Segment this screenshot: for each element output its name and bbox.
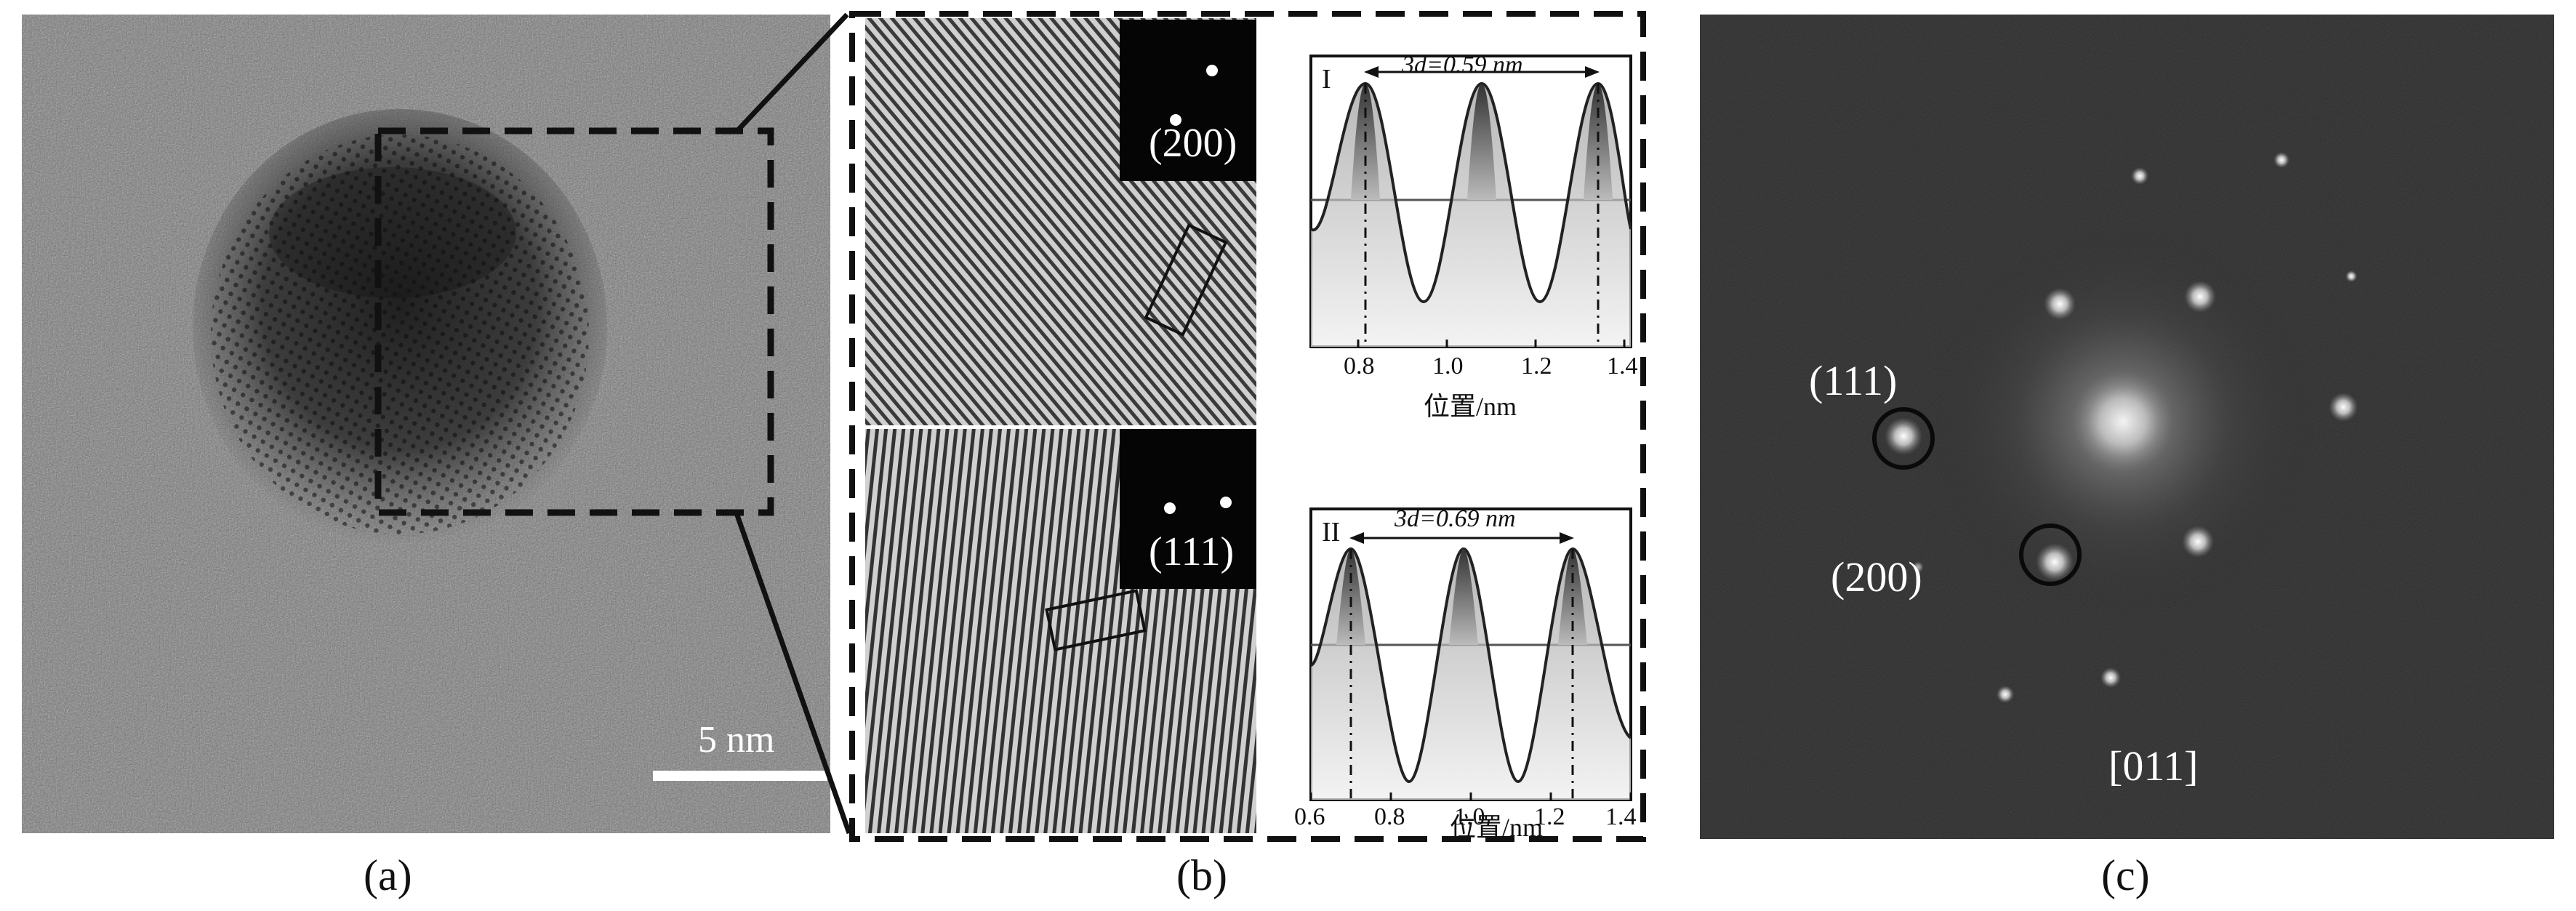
- marker-circle-111: [1872, 407, 1935, 470]
- x-tick-top-0: 0.8: [1344, 353, 1375, 380]
- x-axis-label-bottom: 位置/nm: [1450, 813, 1544, 842]
- selection-box: [374, 127, 774, 516]
- spacing-label-bottom: 3d=0.69 nm: [1395, 505, 1516, 532]
- spacing-label-top: 3d=0.59 nm: [1402, 52, 1523, 79]
- fft-inset-200: [1120, 20, 1256, 181]
- intensity-profile-top: [1309, 55, 1632, 348]
- x-tick-bottom-4: 1.4: [1605, 803, 1637, 830]
- x-tick-bottom-0: 0.6: [1294, 803, 1325, 830]
- caption-b: (b): [1176, 851, 1227, 899]
- intensity-profile-bottom: [1309, 507, 1632, 801]
- label-200: (200): [1831, 553, 1922, 601]
- x-tick-top-2: 1.2: [1521, 353, 1552, 380]
- profile-label-bottom: II: [1322, 517, 1341, 547]
- x-axis-label-top: 位置/nm: [1424, 392, 1517, 421]
- scale-bar: [653, 771, 827, 781]
- x-tick-top-1: 1.0: [1432, 353, 1464, 380]
- caption-a: (a): [364, 851, 412, 899]
- fft-pattern-panel: (111) (200) [011]: [1700, 15, 2554, 839]
- hrtem-image: [22, 15, 830, 833]
- spot-label-200: (200): [1149, 121, 1237, 166]
- x-tick-bottom-2: 1.0: [1454, 803, 1485, 830]
- x-tick-bottom-1: 0.8: [1374, 803, 1405, 830]
- marker-circle-200: [2019, 523, 2082, 586]
- spot-label-111: (111): [1149, 529, 1235, 574]
- scale-bar-label: 5 nm: [698, 719, 775, 760]
- caption-c: (c): [2101, 851, 2150, 899]
- hrtem-image-panel: 5 nm: [22, 15, 830, 833]
- x-tick-top-3: 1.4: [1607, 353, 1638, 380]
- panel-b-frame: [849, 11, 1646, 842]
- zone-axis-label: [011]: [2108, 742, 2199, 790]
- fft-inset-111: [1120, 429, 1256, 589]
- x-tick-bottom-3: 1.2: [1534, 803, 1565, 830]
- filtered-lattice-figure: [849, 11, 1646, 842]
- filtered-lattice-panel: (200) (111) I 3d=0.59 nm II 3d=0.69 nm 0…: [849, 11, 1646, 842]
- label-111: (111): [1809, 357, 1898, 404]
- profile-label-top: I: [1322, 64, 1331, 95]
- fft-pattern: [1700, 15, 2554, 839]
